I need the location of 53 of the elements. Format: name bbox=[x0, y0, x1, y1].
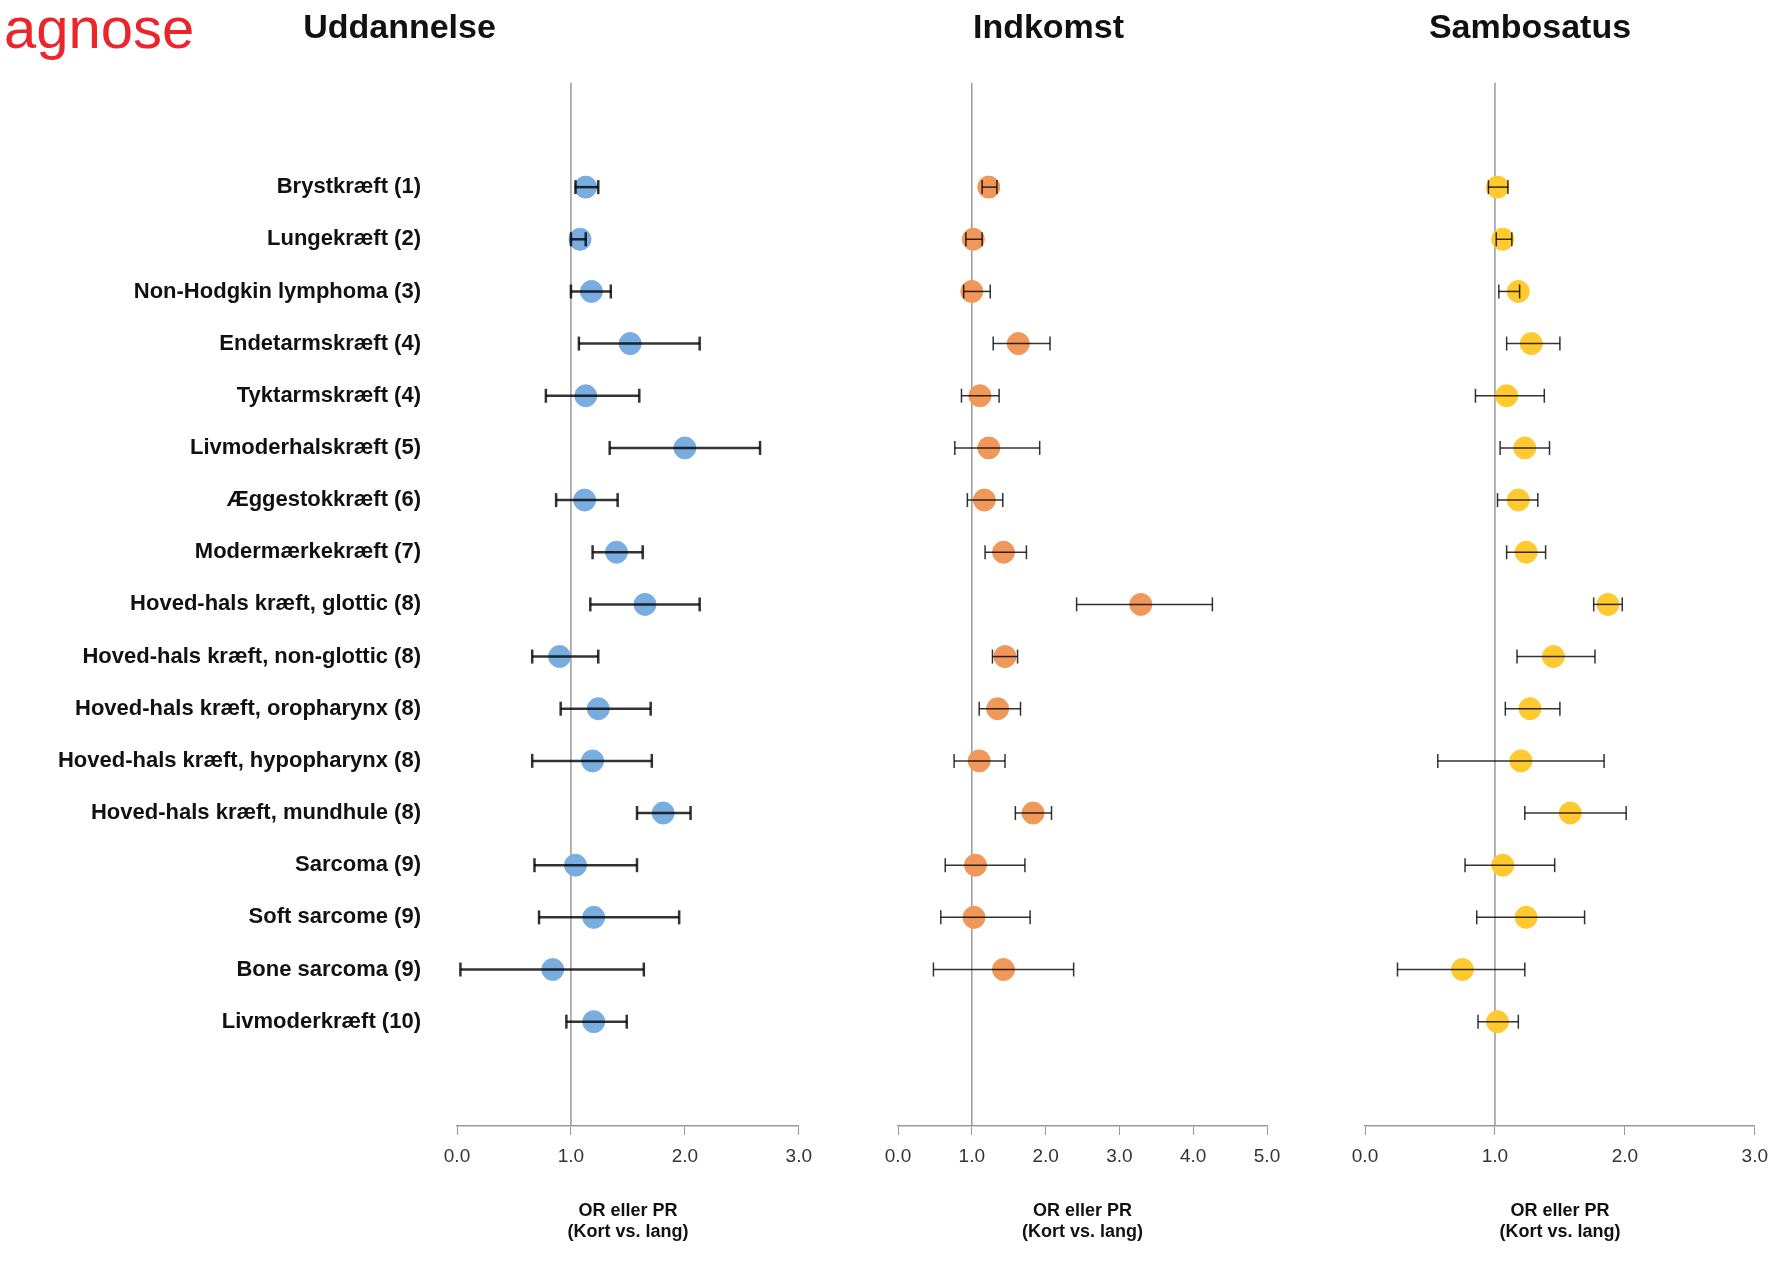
y-tick-label: Soft sarcome (9) bbox=[248, 903, 421, 929]
y-tick-label: Tyktarmskræft (4) bbox=[236, 381, 421, 407]
x-tick-label: 5.0 bbox=[1253, 1144, 1281, 1166]
point bbox=[992, 958, 1016, 982]
point bbox=[1596, 592, 1620, 616]
x-tick-label: 0.0 bbox=[884, 1144, 912, 1166]
x-axis-title: OR eller PR (Kort vs. lang) bbox=[1499, 1199, 1621, 1242]
point bbox=[1541, 645, 1565, 669]
x-tick-label: 0.0 bbox=[1351, 1144, 1379, 1166]
text: agnose bbox=[4, 0, 195, 61]
x-tick-label: 2.0 bbox=[1032, 1144, 1059, 1166]
y-tick-label: Hoved-hals kræft, oropharynx (8) bbox=[75, 694, 421, 720]
x-axis-title: OR eller PR (Kort vs. lang) bbox=[567, 1199, 689, 1242]
y-tick-label: Bone sarcoma (9) bbox=[236, 955, 421, 981]
y-tick-label: Hoved-hals kræft, mundhule (8) bbox=[90, 799, 421, 825]
y-tick-label: Hoved-hals kræft, non-glottic (8) bbox=[82, 642, 421, 668]
point bbox=[986, 697, 1010, 721]
y-tick-label: Livmoderkræft (10) bbox=[221, 1007, 421, 1033]
y-tick-label: Livmoderhalskræft (5) bbox=[189, 433, 421, 459]
point bbox=[1006, 332, 1030, 356]
chart-title: Uddannelse bbox=[303, 6, 496, 45]
x-tick-label: 2.0 bbox=[671, 1144, 699, 1166]
y-tick-label: Lungekræft (2) bbox=[267, 225, 421, 251]
x-tick-label: 1.0 bbox=[958, 1144, 986, 1166]
point bbox=[1129, 592, 1153, 616]
x-tick-label: 2.0 bbox=[1611, 1144, 1639, 1166]
y-tick-label: Hoved-hals kræft, glottic (8) bbox=[130, 590, 421, 616]
x-tick-label: 1.0 bbox=[1481, 1144, 1509, 1166]
point bbox=[993, 645, 1017, 669]
x-tick-label: 4.0 bbox=[1179, 1144, 1207, 1166]
point bbox=[962, 905, 986, 929]
y-tick-label: Endetarmskræft (4) bbox=[219, 329, 421, 355]
chart-title: Sambosatus bbox=[1428, 6, 1632, 45]
x-tick-label: 3.0 bbox=[1106, 1144, 1133, 1166]
x-axis-title: OR eller PR (Kort vs. lang) bbox=[1021, 1199, 1144, 1242]
point bbox=[1486, 1010, 1510, 1034]
x-tick-label: 3.0 bbox=[1741, 1144, 1768, 1166]
y-tick-label: Brystkræft (1) bbox=[276, 173, 421, 199]
x-tick-label: 1.0 bbox=[557, 1144, 585, 1166]
point bbox=[1519, 332, 1543, 356]
y-tick-label: Non-Hodgkin lymphoma (3) bbox=[133, 277, 421, 303]
point bbox=[960, 279, 984, 303]
y-tick-label: Hoved-hals kræft, hypopharynx (8) bbox=[57, 746, 421, 772]
x-tick-label: 3.0 bbox=[785, 1144, 812, 1166]
y-tick-label: Modermærkekræft (7) bbox=[194, 538, 421, 564]
x-tick-label: 0.0 bbox=[443, 1144, 471, 1166]
point bbox=[1514, 905, 1538, 929]
point bbox=[1506, 279, 1530, 303]
point bbox=[1450, 958, 1474, 982]
chart-title: Indkomst bbox=[972, 6, 1125, 45]
y-tick-label: Æggestokkræft (6) bbox=[226, 486, 421, 512]
point bbox=[1518, 697, 1542, 721]
y-tick-label: Sarcoma (9) bbox=[295, 851, 421, 877]
